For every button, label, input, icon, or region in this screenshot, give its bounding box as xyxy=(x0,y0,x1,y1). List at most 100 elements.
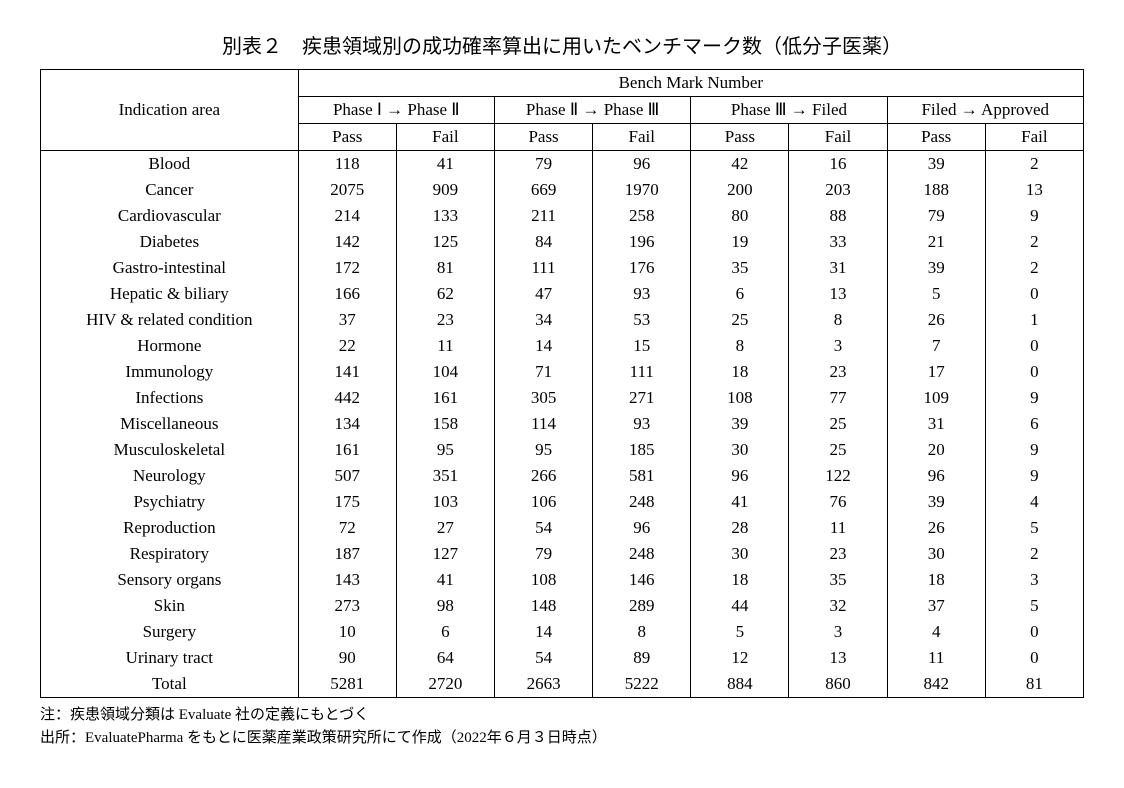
data-cell: 2 xyxy=(985,255,1083,281)
data-cell: 17 xyxy=(887,359,985,385)
data-cell: 77 xyxy=(789,385,887,411)
data-cell: 14 xyxy=(494,333,592,359)
data-cell: 5 xyxy=(691,619,789,645)
data-cell: 142 xyxy=(298,229,396,255)
data-cell: 13 xyxy=(789,281,887,307)
data-cell: 89 xyxy=(593,645,691,671)
data-cell: 72 xyxy=(298,515,396,541)
data-cell: 90 xyxy=(298,645,396,671)
data-cell: 271 xyxy=(593,385,691,411)
data-cell: 88 xyxy=(789,203,887,229)
data-cell: 33 xyxy=(789,229,887,255)
data-cell: 211 xyxy=(494,203,592,229)
data-cell: 884 xyxy=(691,671,789,698)
sub-header-fail: Fail xyxy=(396,124,494,151)
table-row: Skin273981482894432375 xyxy=(41,593,1084,619)
table-row: Miscellaneous134158114933925316 xyxy=(41,411,1084,437)
data-cell: 214 xyxy=(298,203,396,229)
data-cell: 41 xyxy=(691,489,789,515)
sub-header-fail: Fail xyxy=(985,124,1083,151)
data-cell: 54 xyxy=(494,515,592,541)
data-cell: 26 xyxy=(887,307,985,333)
sub-header-pass: Pass xyxy=(887,124,985,151)
data-cell: 41 xyxy=(396,567,494,593)
table-row: Psychiatry1751031062484176394 xyxy=(41,489,1084,515)
data-cell: 108 xyxy=(691,385,789,411)
table-row: Sensory organs143411081461835183 xyxy=(41,567,1084,593)
row-label: Hepatic & biliary xyxy=(41,281,299,307)
row-label: Blood xyxy=(41,151,299,178)
data-cell: 18 xyxy=(887,567,985,593)
row-label: Total xyxy=(41,671,299,698)
data-cell: 507 xyxy=(298,463,396,489)
data-cell: 2075 xyxy=(298,177,396,203)
data-cell: 53 xyxy=(593,307,691,333)
data-cell: 0 xyxy=(985,281,1083,307)
table-row: Immunology141104711111823170 xyxy=(41,359,1084,385)
data-cell: 13 xyxy=(985,177,1083,203)
data-cell: 146 xyxy=(593,567,691,593)
data-cell: 11 xyxy=(396,333,494,359)
data-cell: 11 xyxy=(789,515,887,541)
table-row: Respiratory187127792483023302 xyxy=(41,541,1084,567)
data-cell: 104 xyxy=(396,359,494,385)
row-label: Sensory organs xyxy=(41,567,299,593)
data-cell: 0 xyxy=(985,359,1083,385)
row-label: Skin xyxy=(41,593,299,619)
footnote-line-1: 注：疾患領域分類は Evaluate 社の定義にもとづく xyxy=(40,704,1084,727)
data-cell: 148 xyxy=(494,593,592,619)
data-cell: 39 xyxy=(691,411,789,437)
data-cell: 5222 xyxy=(593,671,691,698)
data-cell: 161 xyxy=(298,437,396,463)
data-cell: 3 xyxy=(985,567,1083,593)
data-cell: 1970 xyxy=(593,177,691,203)
sub-header-pass: Pass xyxy=(691,124,789,151)
data-cell: 25 xyxy=(691,307,789,333)
benchmark-table: Indication area Bench Mark Number Phase … xyxy=(40,69,1084,698)
row-label: Diabetes xyxy=(41,229,299,255)
data-cell: 273 xyxy=(298,593,396,619)
row-label: HIV & related condition xyxy=(41,307,299,333)
data-cell: 8 xyxy=(593,619,691,645)
data-cell: 93 xyxy=(593,281,691,307)
data-cell: 93 xyxy=(593,411,691,437)
data-cell: 27 xyxy=(396,515,494,541)
data-cell: 37 xyxy=(298,307,396,333)
data-cell: 7 xyxy=(887,333,985,359)
data-cell: 30 xyxy=(691,541,789,567)
data-cell: 6 xyxy=(985,411,1083,437)
data-cell: 79 xyxy=(494,151,592,178)
table-header: Indication area Bench Mark Number Phase … xyxy=(41,70,1084,151)
footnotes: 注：疾患領域分類は Evaluate 社の定義にもとづく 出所：Evaluate… xyxy=(40,704,1084,749)
data-cell: 31 xyxy=(789,255,887,281)
phase-header-3: Phase Ⅲ → Filed xyxy=(691,97,887,124)
data-cell: 15 xyxy=(593,333,691,359)
data-cell: 289 xyxy=(593,593,691,619)
data-cell: 96 xyxy=(887,463,985,489)
data-cell: 5 xyxy=(985,593,1083,619)
row-label: Infections xyxy=(41,385,299,411)
table-title: 別表２ 疾患領域別の成功確率算出に用いたベンチマーク数（低分子医薬） xyxy=(40,30,1084,59)
data-cell: 23 xyxy=(396,307,494,333)
data-cell: 39 xyxy=(887,255,985,281)
data-cell: 11 xyxy=(887,645,985,671)
data-cell: 10 xyxy=(298,619,396,645)
data-cell: 21 xyxy=(887,229,985,255)
data-cell: 2720 xyxy=(396,671,494,698)
row-label: Musculoskeletal xyxy=(41,437,299,463)
data-cell: 96 xyxy=(593,151,691,178)
table-row: Reproduction722754962811265 xyxy=(41,515,1084,541)
row-label: Miscellaneous xyxy=(41,411,299,437)
table-body: Blood1184179964216392Cancer2075909669197… xyxy=(41,151,1084,698)
data-cell: 19 xyxy=(691,229,789,255)
data-cell: 125 xyxy=(396,229,494,255)
data-cell: 2663 xyxy=(494,671,592,698)
data-cell: 158 xyxy=(396,411,494,437)
table-row: HIV & related condition37233453258261 xyxy=(41,307,1084,333)
table-row: Gastro-intestinal172811111763531392 xyxy=(41,255,1084,281)
data-cell: 26 xyxy=(887,515,985,541)
data-cell: 79 xyxy=(494,541,592,567)
table-row: Urinary tract906454891213110 xyxy=(41,645,1084,671)
data-cell: 20 xyxy=(887,437,985,463)
data-cell: 351 xyxy=(396,463,494,489)
